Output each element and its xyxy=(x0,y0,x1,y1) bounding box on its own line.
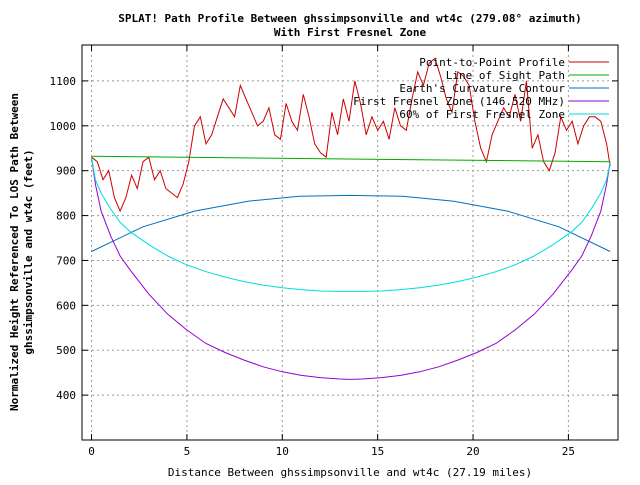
x-tick-label: 15 xyxy=(371,445,384,458)
series-line-1 xyxy=(91,155,611,163)
x-tick-label: 25 xyxy=(562,445,575,458)
y-tick-label: 600 xyxy=(56,299,76,312)
axes: 0 5 10 15 20 25 400 500 600 700 800 900 1000 1100 xyxy=(50,44,619,458)
legend-label-3: First Fresnel Zone (146.520 MHz) xyxy=(353,95,565,108)
y-tick-label: 400 xyxy=(56,389,76,402)
y-tick-label: 700 xyxy=(56,254,76,267)
y-tick-label: 1000 xyxy=(50,120,77,133)
series-line-4 xyxy=(91,157,611,292)
series-line-0 xyxy=(91,57,611,213)
x-tick-label: 10 xyxy=(276,445,289,458)
x-tick-label: 20 xyxy=(466,445,479,458)
y-axis-label-line2: ghssimpsonville and wt4c (feet) xyxy=(22,149,35,354)
legend-label-2: Earth's Curvature Contour xyxy=(399,82,565,95)
y-tick-label: 500 xyxy=(56,344,76,357)
series-line-3 xyxy=(91,157,611,380)
chart-subtitle: With First Fresnel Zone xyxy=(274,26,427,39)
x-axis-label: Distance Between ghssimpsonville and wt4… xyxy=(168,466,532,479)
y-tick-label: 800 xyxy=(56,210,76,223)
series-line-2 xyxy=(91,194,611,252)
chart-title: SPLAT! Path Profile Between ghssimpsonvi… xyxy=(118,12,582,25)
legend-label-1: Line of Sight Path xyxy=(446,69,565,82)
y-tick-label: 900 xyxy=(56,165,76,178)
grid-lines xyxy=(82,45,618,440)
y-axis-label: Normalized Height Referenced To LOS Path… xyxy=(8,93,35,411)
legend-label-0: Point-to-Point Profile xyxy=(419,56,565,69)
y-axis-label-line1: Normalized Height Referenced To LOS Path… xyxy=(8,93,21,411)
data-series xyxy=(91,57,611,380)
legend-label-4: 60% of First Fresnel Zone xyxy=(399,108,565,121)
plot-frame xyxy=(81,44,619,441)
x-tick-label: 0 xyxy=(88,445,95,458)
x-tick-label: 5 xyxy=(184,445,191,458)
y-tick-label: 1100 xyxy=(50,75,77,88)
